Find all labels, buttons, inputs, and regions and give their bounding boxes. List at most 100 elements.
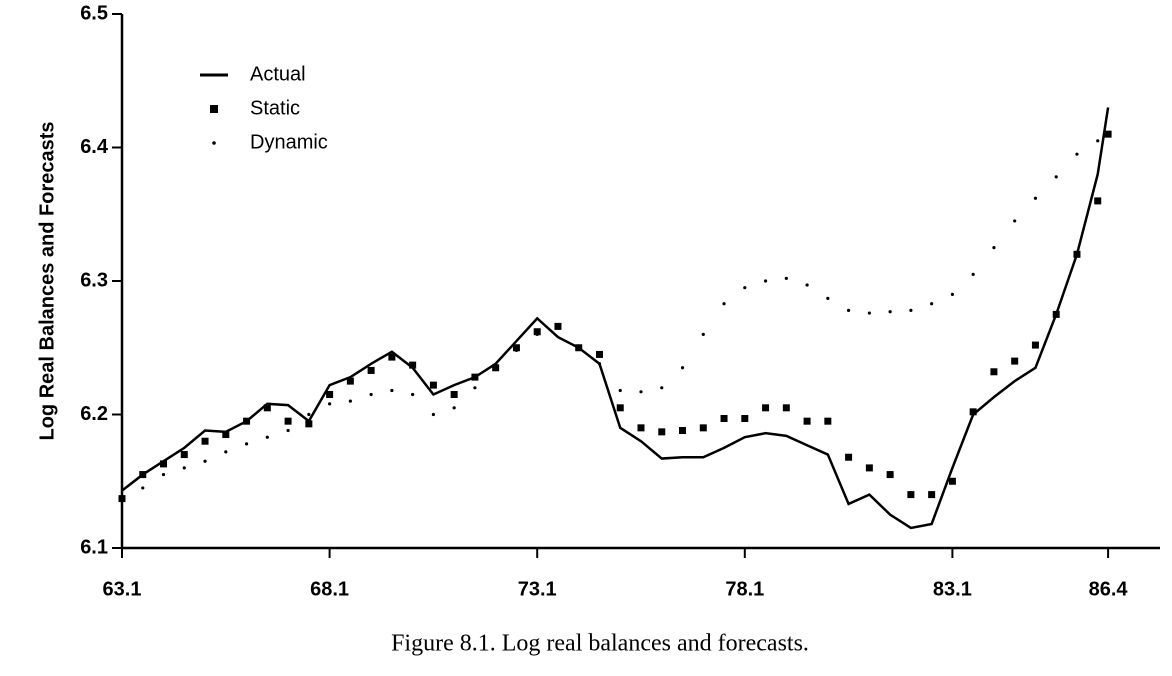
dynamic-point <box>597 362 602 366</box>
dynamic-point <box>556 326 560 330</box>
static-point <box>450 390 458 398</box>
static-point <box>616 404 624 412</box>
series-line <box>121 107 1110 530</box>
static-point <box>886 471 894 479</box>
dynamic-point <box>1013 219 1017 223</box>
dynamic-point <box>1075 152 1079 156</box>
dynamic-point <box>286 428 290 433</box>
dynamic-point <box>992 246 996 250</box>
static-point <box>243 417 251 425</box>
legend-label: Static <box>250 97 300 119</box>
dynamic-point <box>826 296 830 300</box>
static-point <box>699 424 707 432</box>
static-point <box>139 471 147 479</box>
static-point <box>1052 310 1060 318</box>
dynamic-point <box>452 406 456 410</box>
legend-dot <box>212 141 216 145</box>
dynamic-point <box>203 459 207 463</box>
dynamic-point <box>141 486 145 490</box>
legend-label: Dynamic <box>250 131 328 153</box>
static-point <box>907 491 915 499</box>
static-point <box>284 417 292 425</box>
dynamic-point <box>244 442 249 446</box>
dynamic-point <box>265 435 269 439</box>
dynamic-point <box>307 412 311 417</box>
static-point <box>160 460 168 468</box>
dynamic-point <box>1106 132 1110 136</box>
dynamic-point <box>182 466 186 470</box>
static-point <box>367 366 375 374</box>
dynamic-point <box>701 332 705 336</box>
legend-square <box>210 105 218 113</box>
dynamic-point <box>930 302 934 306</box>
x-tick-label: 68.1 <box>310 578 349 600</box>
dynamic-point <box>660 386 664 390</box>
static-point <box>824 417 832 425</box>
static-point <box>658 428 666 436</box>
dynamic-point <box>514 348 519 353</box>
y-tick-label: 6.1 <box>80 536 108 558</box>
dynamic-point <box>348 399 352 403</box>
x-tick-label: 86.4 <box>1089 578 1129 600</box>
dynamic-point <box>784 276 788 280</box>
static-point <box>720 415 728 423</box>
x-tick-label: 78.1 <box>725 578 764 600</box>
static-point <box>409 361 417 369</box>
x-tick-label: 63.1 <box>103 578 142 600</box>
dynamic-point <box>763 279 768 283</box>
dynamic-point <box>867 311 871 315</box>
dynamic-point <box>950 292 955 296</box>
static-point <box>1073 250 1081 258</box>
y-tick-label: 6.2 <box>80 403 108 425</box>
dynamic-point <box>909 308 913 312</box>
dynamic-point <box>971 272 975 276</box>
dynamic-point <box>618 388 622 393</box>
dynamic-point <box>328 402 332 406</box>
y-tick-label: 6.4 <box>80 136 109 158</box>
static-point <box>637 424 645 432</box>
dynamic-point <box>1096 139 1100 143</box>
static-point <box>305 420 313 428</box>
static-point <box>201 437 209 445</box>
x-tick-label: 83.1 <box>933 578 972 600</box>
static-point <box>969 408 977 416</box>
dynamic-point <box>888 310 892 314</box>
static-point <box>595 350 603 358</box>
y-axis-label: Log Real Balances and Forecasts <box>36 121 58 440</box>
dynamic-point <box>390 388 394 393</box>
y-tick-label: 6.5 <box>80 2 108 24</box>
dynamic-point <box>1054 175 1058 179</box>
static-point <box>845 453 853 461</box>
static-point <box>429 381 437 389</box>
y-tick-label: 6.3 <box>80 269 108 291</box>
dynamic-point <box>473 386 477 390</box>
dynamic-point <box>577 346 581 350</box>
static-point <box>512 344 520 352</box>
caption: Figure 8.1. Log real balances and foreca… <box>391 631 809 657</box>
dynamic-point <box>805 283 809 287</box>
dynamic-point <box>722 302 726 306</box>
static-point <box>1011 357 1019 365</box>
dynamic-point <box>1033 196 1038 200</box>
dynamic-point <box>743 286 747 290</box>
static-point <box>948 477 956 485</box>
static-point <box>865 464 873 472</box>
static-point <box>782 404 790 412</box>
static-point <box>990 368 998 376</box>
dynamic-point <box>494 366 498 370</box>
static-point <box>471 373 479 381</box>
static-point <box>326 390 334 398</box>
dynamic-point <box>431 412 435 417</box>
static-point <box>180 451 188 459</box>
dynamic-point <box>120 495 124 499</box>
static-point <box>388 353 396 361</box>
static-point <box>928 491 936 499</box>
dynamic-point <box>847 308 851 312</box>
static-point <box>679 427 687 435</box>
static-point <box>533 328 541 336</box>
dynamic-point <box>224 450 228 454</box>
static-point <box>803 417 811 425</box>
dynamic-point <box>161 472 166 477</box>
